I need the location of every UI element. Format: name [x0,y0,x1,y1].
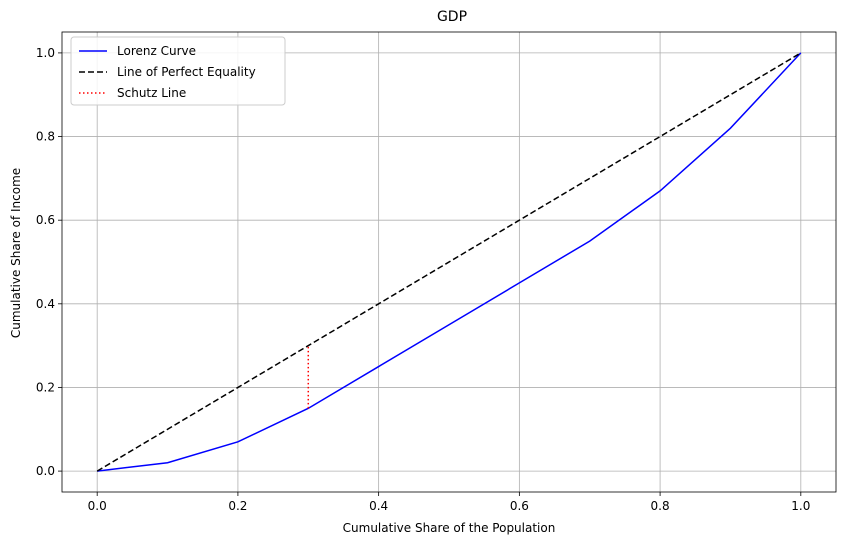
y-tick-label: 0.6 [36,213,55,227]
lorenz-curve-line [97,52,802,472]
legend-box [70,36,286,106]
legend: Lorenz Curve Line of Perfect Equality Schu… [70,36,286,106]
y-tick-label: 1.0 [36,46,55,60]
x-axis-title: Cumulative Share of the Population [343,521,556,535]
legend-label-schutz-line: Schutz Line [117,86,186,100]
plot-frame [61,31,837,493]
x-tick-label: 0.8 [651,499,670,513]
y-tick-label: 0.4 [36,297,55,311]
y-tick-label: 0.0 [36,464,55,478]
x-tick-label: 0.0 [88,499,107,513]
x-tick-label: 0.4 [369,499,388,513]
x-tick-label: 1.0 [791,499,810,513]
x-tick-label: 0.2 [228,499,247,513]
line-of-perfect-equality-line [96,52,802,472]
x-tick-label: 0.6 [510,499,529,513]
y-tick-label: 0.2 [36,380,55,394]
series-layer [96,52,802,472]
y-tick-label: 0.8 [36,130,55,144]
y-axis-title: Cumulative Share of Income [9,168,23,338]
ticks: 0.0 0.2 0.4 0.6 0.8 1.0 0.0 0.2 0.4 0.6 0.8 1.0 [36,46,810,513]
chart-title: GDP [437,9,467,25]
legend-label-lorenz-curve: Lorenz Curve [117,44,196,58]
legend-label-line-of-perfect-equality: Line of Perfect Equality [117,65,256,79]
